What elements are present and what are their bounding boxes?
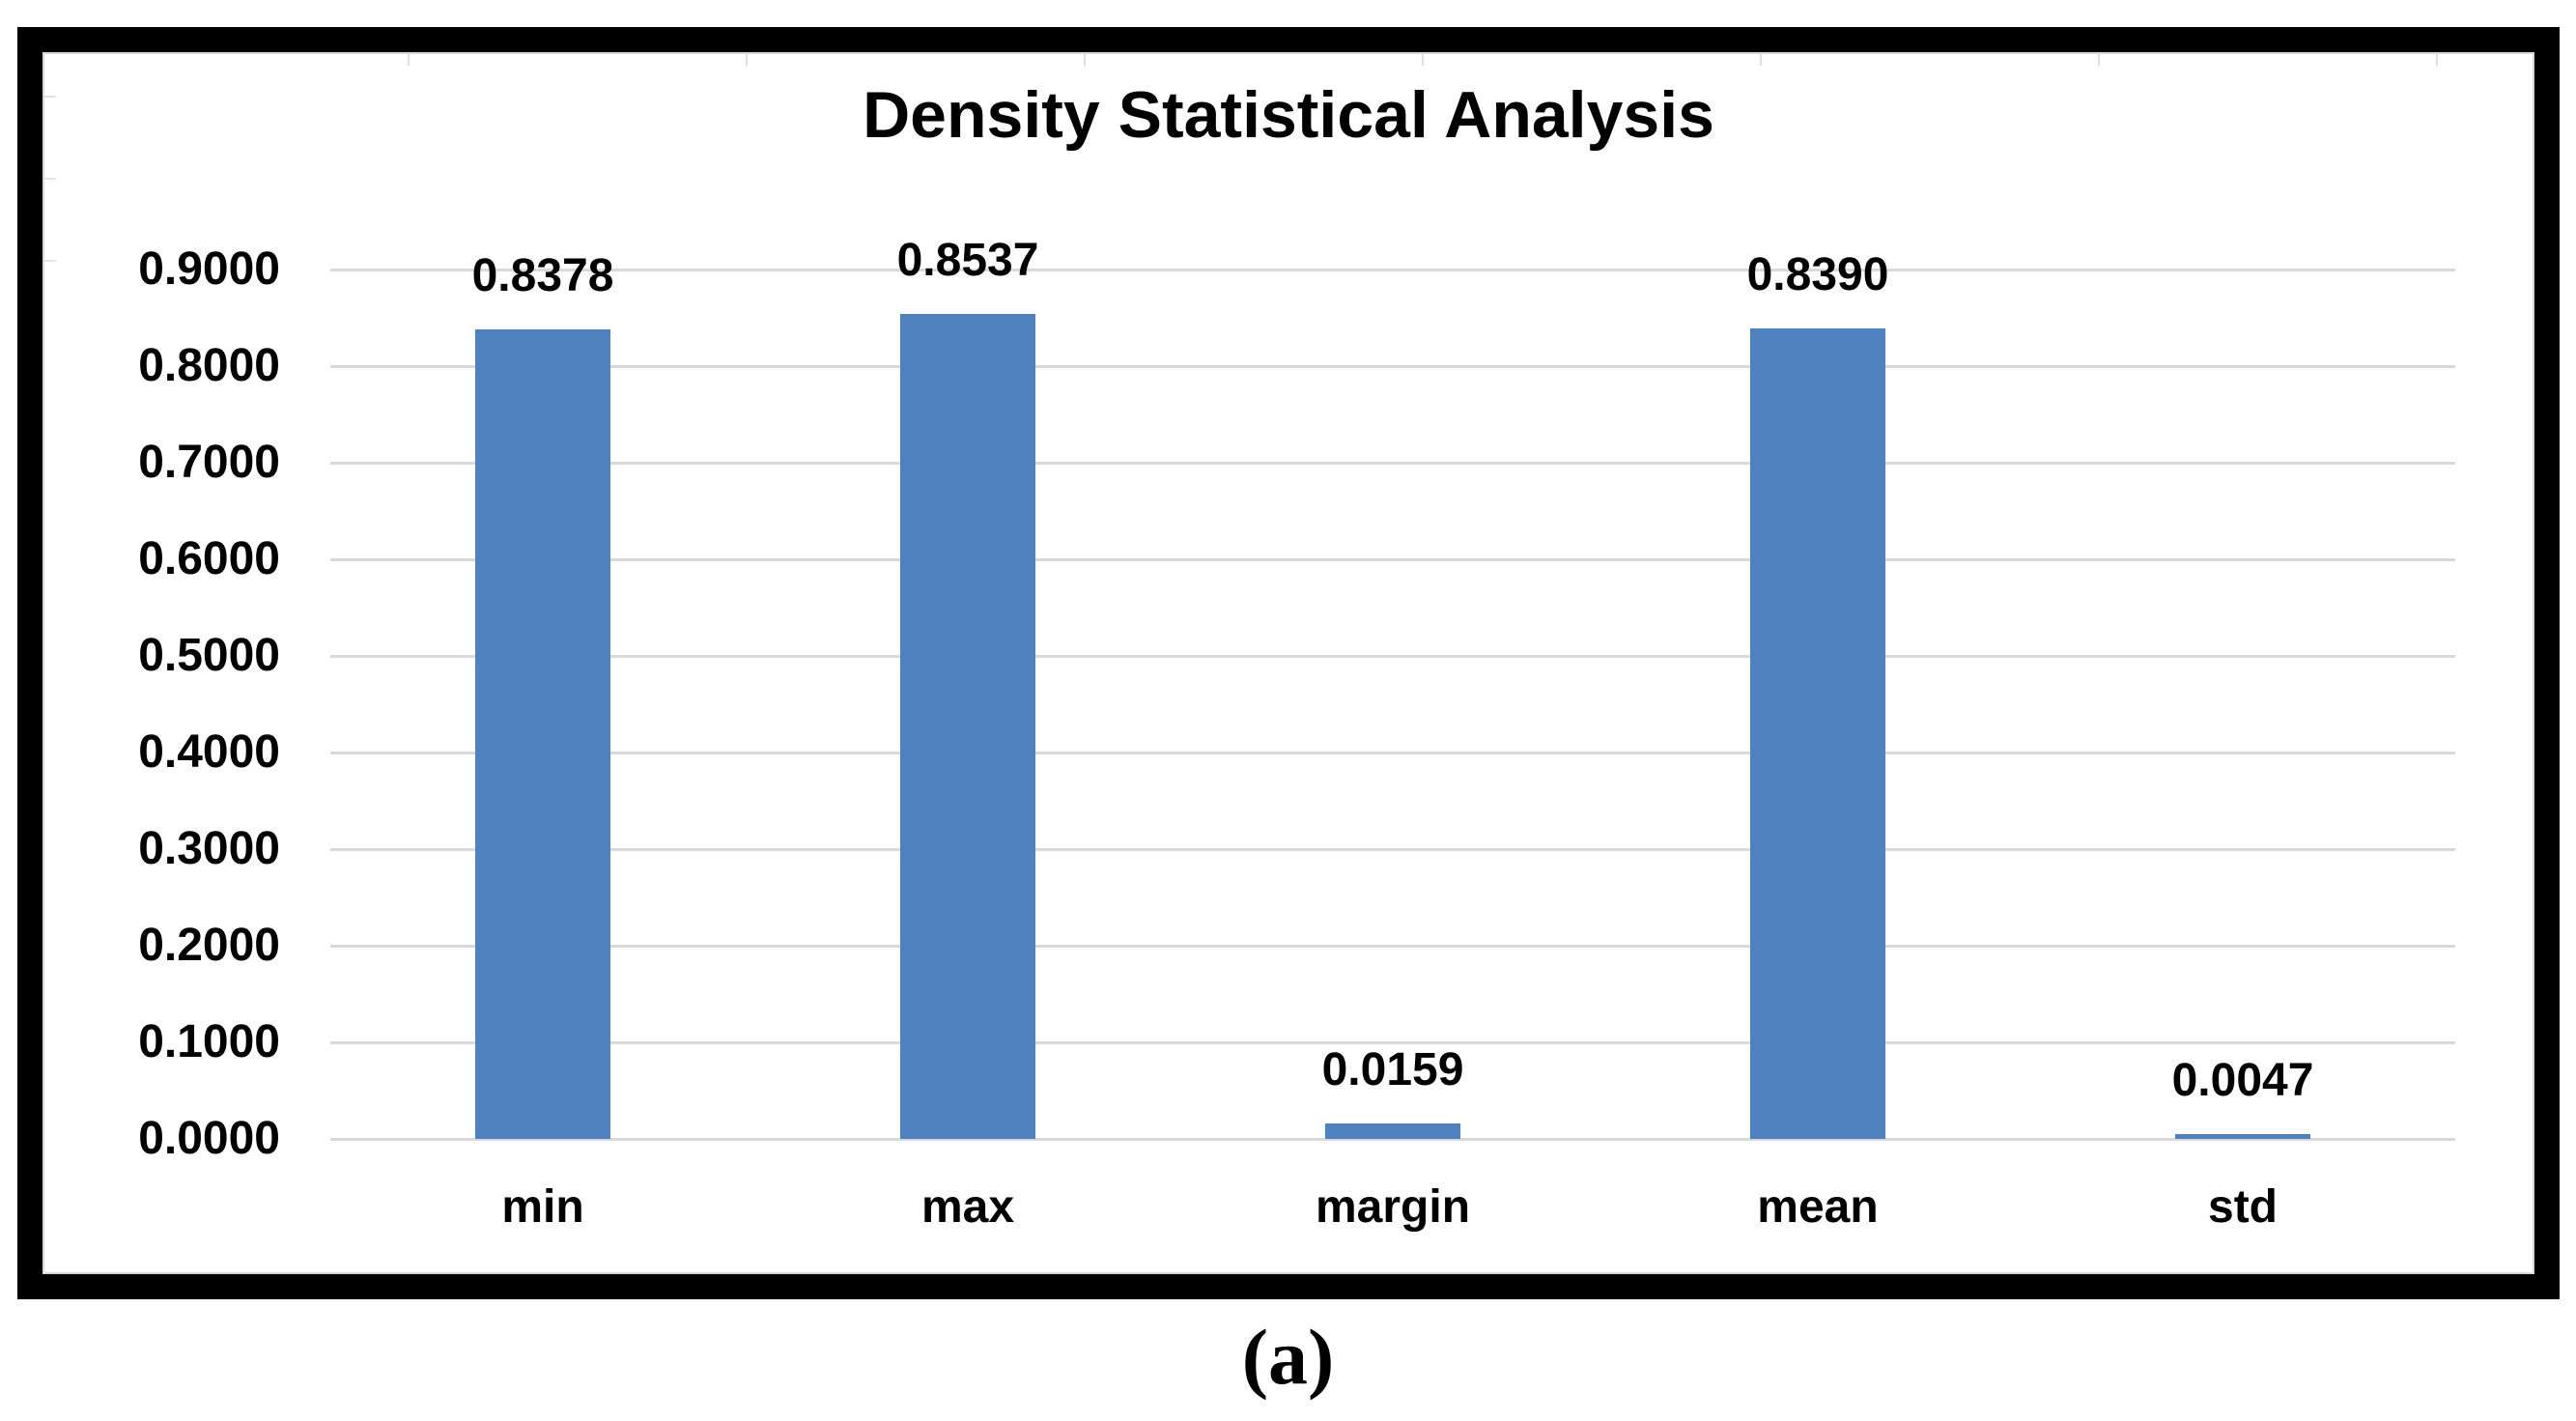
gridline <box>330 1041 2455 1044</box>
row-stub <box>44 178 56 180</box>
ruler-tick <box>746 54 748 66</box>
y-tick-label: 0.0000 <box>138 1113 280 1164</box>
row-stub <box>44 96 56 98</box>
y-tick-label: 0.8000 <box>138 340 280 391</box>
figure-caption: (a) <box>1241 1313 1335 1401</box>
x-tick-label: margin <box>1315 1181 1471 1233</box>
gridline <box>330 365 2455 368</box>
gridline <box>330 558 2455 561</box>
bar-value-label: 0.8378 <box>471 250 614 302</box>
bar <box>1325 1123 1460 1139</box>
ruler-tick <box>2436 54 2438 66</box>
ruler-tick <box>408 54 410 66</box>
ruler-tick <box>1084 54 1086 66</box>
gridline <box>330 462 2455 465</box>
y-tick-label: 0.9000 <box>138 243 280 295</box>
chart-title: Density Statistical Analysis <box>863 78 1714 152</box>
x-tick-label: std <box>2208 1181 2278 1233</box>
gridline <box>330 269 2455 271</box>
x-tick-label: mean <box>1757 1181 1879 1233</box>
bar <box>900 314 1035 1139</box>
plot-area: 0.9000 0.8000 0.7000 0.6000 0.5000 0.4000 0.30… <box>44 54 2533 1272</box>
bar-value-label: 0.8537 <box>896 235 1039 287</box>
ruler-tick <box>1422 54 1424 66</box>
y-tick-label: 0.2000 <box>138 920 280 971</box>
gridline <box>330 752 2455 754</box>
ruler-tick <box>1760 54 1762 66</box>
y-tick-label: 0.3000 <box>138 823 280 874</box>
chart-outer-border: Density Statistical Analysis 0.9000 0.800… <box>17 27 2560 1299</box>
x-tick-label: max <box>920 1181 1015 1233</box>
gridline <box>330 1138 2455 1141</box>
row-stub <box>44 260 56 262</box>
bar <box>475 329 610 1139</box>
y-tick-label: 0.7000 <box>138 437 280 488</box>
bar-value-label: 0.0159 <box>1321 1044 1464 1096</box>
bar <box>2175 1134 2310 1139</box>
y-tick-label: 0.6000 <box>138 533 280 584</box>
x-tick-label: min <box>501 1181 584 1233</box>
chart-area: Density Statistical Analysis 0.9000 0.800… <box>42 52 2534 1274</box>
gridline <box>330 655 2455 658</box>
y-tick-label: 0.5000 <box>138 630 280 681</box>
bar <box>1750 328 1885 1139</box>
bar-value-label: 0.8390 <box>1746 249 1889 300</box>
gridline <box>330 945 2455 948</box>
y-tick-label: 0.1000 <box>138 1016 280 1067</box>
bar-value-label: 0.0047 <box>2171 1055 2314 1106</box>
ruler-tick <box>2098 54 2100 66</box>
gridline <box>330 848 2455 851</box>
y-tick-label: 0.4000 <box>138 726 280 778</box>
